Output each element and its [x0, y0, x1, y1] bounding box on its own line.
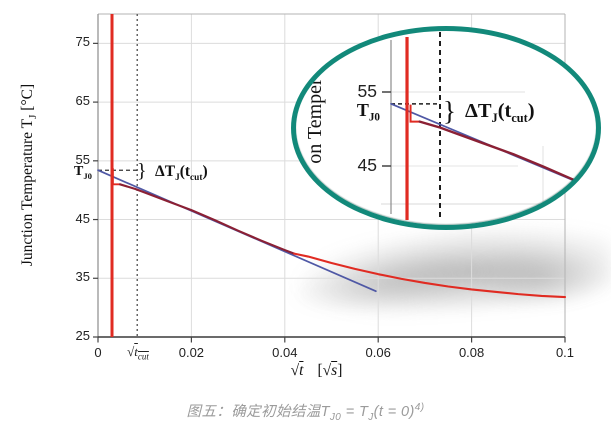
delta-sub-j: J — [175, 173, 180, 184]
caption-text: 图五：确定初始结温T — [186, 404, 330, 420]
inset-magnifier: on Temper 55 45 TJ0 } ΔTJ(tcut) — [293, 28, 599, 228]
x-axis-title: √t [√s] — [83, 362, 550, 380]
tj0-symbol: T — [73, 164, 84, 179]
tj0-sub: J0 — [368, 111, 380, 124]
delta-text: ΔT — [155, 163, 176, 180]
tcut-t: t — [134, 344, 138, 359]
caption-sup: 4) — [414, 402, 425, 414]
x-tick-label: 0 — [94, 345, 102, 360]
radical-sign: √ — [290, 362, 300, 379]
delta-brace: } — [137, 160, 147, 182]
inset-delta-tj-label: ΔTJ(tcut) — [465, 100, 535, 126]
caption-text: (t = 0) — [373, 404, 415, 420]
unit-close: ] — [337, 362, 343, 379]
inset-y-tick-45: 45 — [357, 155, 377, 175]
delta-sub-cut: cut — [511, 111, 528, 126]
delta-paren: (t — [497, 100, 512, 122]
inset-partial-y-title: on Temper — [304, 78, 326, 164]
inset-y-tick-55: 55 — [357, 81, 377, 101]
delta-close: ) — [527, 100, 535, 122]
inset-delta-brace: } — [443, 96, 456, 126]
radical-sign: √ — [127, 344, 135, 359]
y-axis-title: Junction Temperature TJ [°C] — [19, 60, 41, 290]
tj0-label: TJ0 — [58, 164, 92, 181]
y-tick-label: 45 — [75, 210, 90, 226]
tcut-sub: cut — [137, 351, 149, 362]
caption-sub: J — [368, 411, 374, 423]
y-tick-label: 55 — [75, 151, 90, 167]
x-tick-label: 0.04 — [272, 345, 298, 360]
delta-sub-j: J — [491, 111, 498, 126]
delta-close: ) — [202, 163, 208, 180]
x-tick-label: 0.06 — [365, 345, 391, 360]
x-tick-label: 0.02 — [178, 345, 205, 360]
y-axis-title-unit: [°C] — [19, 83, 36, 115]
y-tick-label: 65 — [75, 93, 90, 109]
y-axis-title-sub: J — [27, 114, 40, 119]
caption-text: = T — [341, 404, 369, 420]
inset-tj0-label: TJ0 — [338, 100, 380, 124]
unit-symbol: s — [331, 362, 338, 379]
inset-canvas — [381, 32, 599, 220]
delta-sub-cut: cut — [190, 173, 203, 184]
delta-text: ΔT — [465, 100, 492, 122]
y-tick-label: 75 — [75, 34, 90, 50]
y-tick-label: 35 — [75, 269, 90, 285]
tcut-symbol: tcut — [134, 344, 149, 362]
x-tick-label: 0.08 — [458, 345, 485, 360]
x-symbol: t — [299, 362, 304, 379]
figure-caption: 图五：确定初始结温TJ0 = TJ(t = 0)4) — [0, 400, 611, 423]
y-axis-title-text: Junction Temperature T — [19, 118, 36, 267]
delta-tj-label: ΔTJ(tcut) — [155, 163, 208, 183]
caption-sub: J0 — [329, 411, 342, 423]
tj0-sub: J0 — [83, 170, 92, 181]
unit-open: [ — [317, 362, 323, 379]
delta-paren: (t — [179, 163, 191, 180]
y-tick-label: 25 — [75, 328, 90, 343]
x-tick-sqrt-tcut: √tcut — [114, 344, 162, 362]
radical-sign: √ — [322, 362, 332, 379]
tj0-symbol: T — [356, 100, 369, 120]
x-tick-label: 0.1 — [555, 345, 575, 360]
